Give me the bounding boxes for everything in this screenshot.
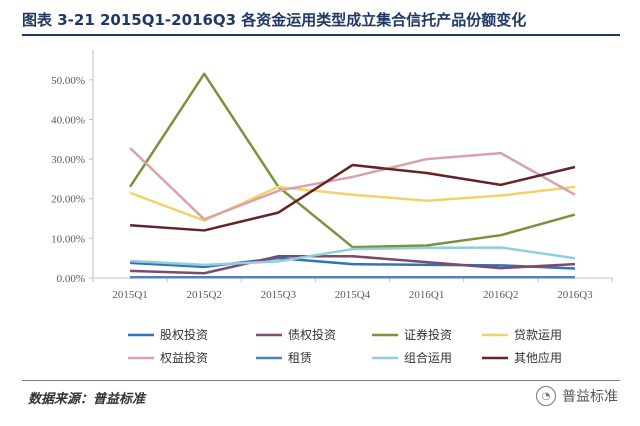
y-tick-label: 50.00% [51, 75, 85, 87]
line-chart: 0.00% 10.00% 20.00% 30.00% 40.00% 50.00% 2015Q… [51, 50, 613, 365]
y-tick-label: 10.00% [51, 233, 85, 245]
legend-label-4: 权益投资 [160, 350, 208, 365]
y-tick-label: 40.00% [51, 114, 85, 126]
chart-axes: 0.00% 10.00% 20.00% 30.00% 40.00% 50.00% 2015Q… [51, 50, 613, 301]
source-note: 数据来源：普益标准 [28, 392, 146, 407]
watermark: ◔ 普益标准 [536, 386, 618, 406]
series-line-3 [129, 185, 576, 222]
legend-label-2: 证券投资 [404, 327, 452, 342]
series-line-6 [130, 246, 576, 267]
series-line-0 [130, 256, 575, 270]
title-rule [22, 34, 620, 36]
watermark-text: 普益标准 [562, 389, 618, 405]
x-tick-label: 2015Q2 [186, 289, 221, 301]
y-tick-label: 0.00% [57, 273, 85, 285]
legend-label-5: 租赁 [288, 351, 312, 365]
x-tick-label: 2015Q1 [112, 289, 147, 301]
legend-label-0: 股权投资 [160, 327, 208, 342]
chart-title: 图表 3-21 2015Q1-2016Q3 各资金运用类型成立集合信托产品份额变… [22, 11, 527, 29]
wechat-icon: ◔ [536, 386, 556, 406]
series-line-4 [129, 147, 576, 221]
series-line-2 [129, 72, 576, 249]
x-tick-label: 2016Q3 [557, 289, 593, 301]
x-tick-label: 2016Q2 [483, 289, 518, 301]
legend-label-1: 债权投资 [288, 327, 336, 342]
footer-rule [22, 380, 620, 381]
y-tick-label: 30.00% [51, 154, 85, 166]
series-line-1 [130, 254, 575, 275]
x-tick-label: 2015Q4 [335, 289, 371, 301]
x-tick-label: 2015Q3 [261, 289, 297, 301]
series-line-7 [129, 163, 576, 232]
y-tick-label: 20.00% [51, 194, 85, 206]
chart-series [129, 72, 576, 279]
legend-label-6: 组合运用 [404, 350, 452, 365]
legend-label-7: 其他应用 [514, 350, 562, 365]
x-tick-label: 2016Q1 [409, 289, 444, 301]
legend-label-3: 贷款运用 [514, 328, 562, 342]
